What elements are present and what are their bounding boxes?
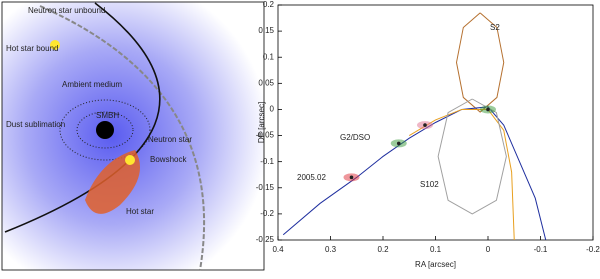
y-tick-label: 0.2 [263,0,275,9]
position-point [423,123,427,127]
position-point [396,141,401,146]
diagram-label: Bowshock [150,155,187,164]
x-tick-label: -0.1 [534,245,548,254]
position-point [486,107,490,112]
chart-panel: 0.4 0.3 0.2 0.1 0 -0.1 -0.2 -0.25 -0.2 -0.15 -0.1 -… [256,0,600,269]
y-tick-label: -0.15 [256,183,275,192]
x-tick-label: 0.2 [377,245,389,254]
x-tick-label: 0.4 [272,245,284,254]
diagram-label: Hot star bound [6,44,58,53]
x-axis-label: RA [arcsec] [415,260,456,269]
x-tick-label: 0.3 [325,245,337,254]
y-tick-label: -0.2 [260,209,274,218]
y-tick-label: 0.15 [258,26,274,35]
hot-star [125,155,135,165]
annotation: G2/DSO [340,133,370,142]
unbound-orbit [39,5,206,271]
y-tick-label: -0.1 [260,157,274,166]
diagram-label: Hot star [126,207,154,216]
x-tick-label: -0.2 [586,245,600,254]
diagram-label: SMBH [96,111,119,120]
x-tick-label: 0.1 [430,245,442,254]
y-tick-label: 0.1 [263,52,275,61]
y-tick-label: -0.05 [256,131,275,140]
bound-orbit [4,2,161,233]
annotation: S2 [490,23,500,32]
bowshock-cloud [85,150,140,214]
diagram-label: Neutron star unbound [28,6,105,15]
y-axis-label: DE [arcsec] [257,102,266,143]
orbit-line [437,98,507,215]
orbit-line [455,12,505,113]
diagram-label: Ambient medium [62,80,122,89]
hot-star [50,40,60,50]
annotation: 2005.02 [297,173,326,182]
diagram-label: Dust sublimation [6,120,65,129]
annotation: S102 [420,180,439,189]
orbit-line [282,106,547,240]
x-tick-label: 0 [486,245,491,254]
panel-frame [1,1,265,271]
position-point [349,175,354,180]
diagram-panel: Neutron star unbound Hot star bound Ambi… [1,1,265,271]
y-tick-label: 0 [270,105,275,114]
y-tick-label: 0.05 [258,78,274,87]
black-hole [96,121,114,139]
diagram-label: Neutron star [148,135,192,144]
dust-zone [76,111,134,149]
dust-zone [59,99,151,161]
y-tick-label: -0.25 [256,235,275,244]
